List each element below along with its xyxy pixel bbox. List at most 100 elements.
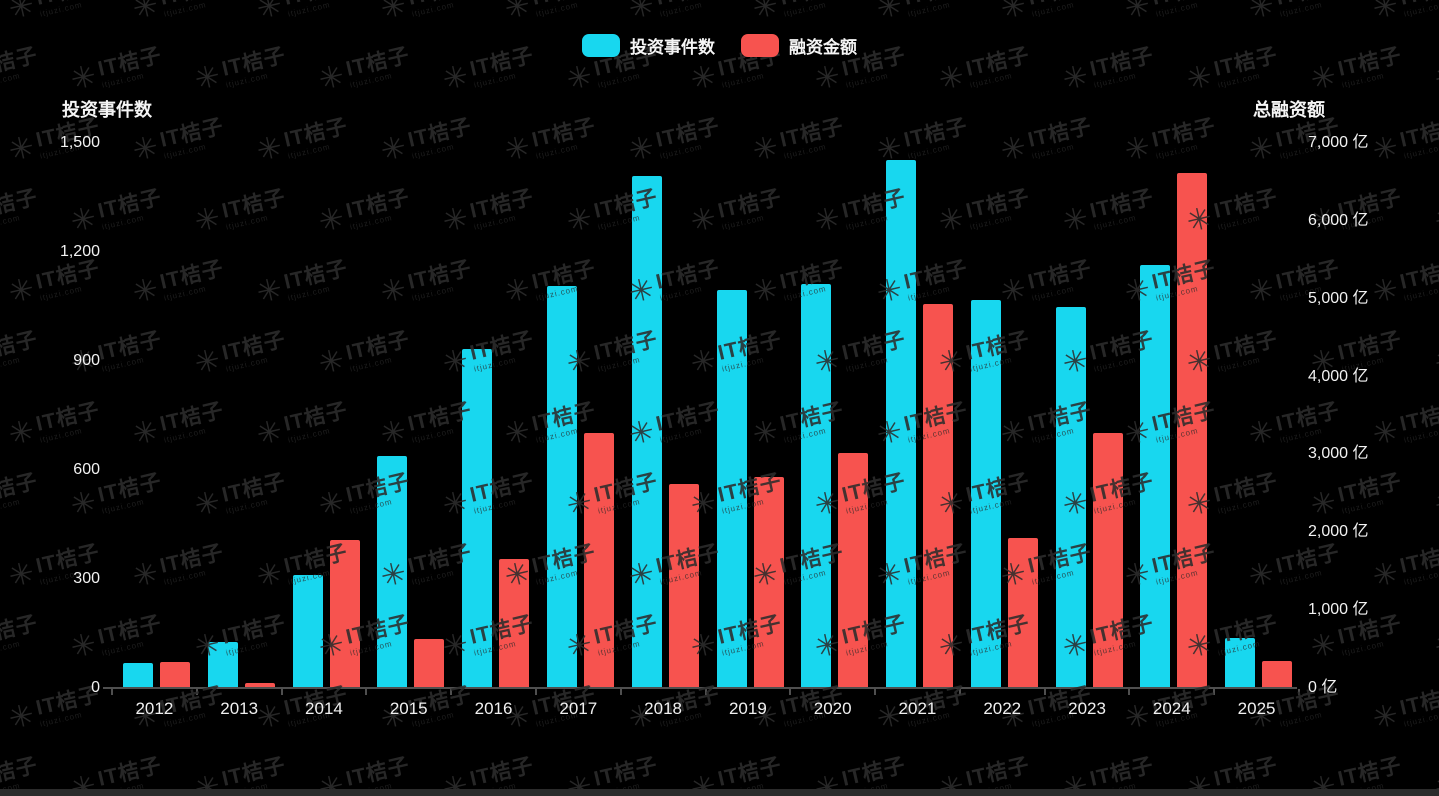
bar-funding-2024[interactable] (1177, 172, 1208, 688)
bar-events-2018[interactable] (631, 175, 662, 688)
watermark-subtext: itjuzi.com (597, 71, 642, 90)
watermark-text: IT桔子 (1397, 256, 1439, 294)
flower-icon: ✳ (687, 58, 720, 97)
x-axis-label-2012: 2012 (135, 699, 174, 718)
right-axis-tick-label: 5,000 亿 (1308, 289, 1369, 307)
watermark-subtext: itjuzi.com (0, 71, 22, 90)
right-axis-tick-label: 3,000 亿 (1308, 445, 1369, 463)
watermark-text: IT桔子 (778, 0, 846, 10)
bar-funding-2016[interactable] (499, 558, 530, 688)
watermark-text: IT桔子 (467, 753, 537, 791)
watermark-subtext: itjuzi.com (1341, 497, 1386, 516)
bar-events-2012[interactable] (123, 662, 153, 688)
bar-funding-2021[interactable] (923, 304, 954, 688)
flower-icon: ✳ (253, 0, 286, 26)
watermark-text: IT桔子 (1397, 398, 1439, 436)
x-axis-label-2017: 2017 (559, 699, 598, 718)
bar-funding-2012[interactable] (160, 661, 190, 688)
flower-icon: ✳ (1431, 200, 1439, 239)
bar-events-2022[interactable] (970, 300, 1001, 688)
bar-funding-2022[interactable] (1007, 537, 1038, 688)
watermark-subtext: itjuzi.com (1217, 71, 1262, 90)
bar-funding-2023[interactable] (1092, 433, 1123, 688)
bar-funding-2019[interactable] (753, 476, 784, 688)
bottom-edge (0, 789, 1439, 796)
flower-icon: ✳ (377, 0, 410, 26)
watermark-text: IT桔子 (406, 0, 474, 10)
bar-events-2021[interactable] (886, 160, 917, 688)
flower-icon: ✳ (67, 58, 100, 97)
bar-funding-2020[interactable] (838, 452, 869, 688)
bar-funding-2017[interactable] (583, 433, 614, 688)
watermark-subtext: itjuzi.com (1341, 639, 1386, 658)
flower-icon: ✳ (625, 0, 658, 26)
bar-events-2023[interactable] (1055, 307, 1086, 688)
bar-funding-2013[interactable] (244, 682, 275, 688)
bar-funding-2015[interactable] (414, 638, 445, 688)
x-axis-tick-mark (958, 689, 961, 695)
left-axis-title: 投资事件数 (62, 100, 152, 120)
x-axis-label-2021: 2021 (898, 699, 937, 718)
watermark-subtext: itjuzi.com (1155, 0, 1200, 19)
x-axis-tick-mark (534, 689, 537, 695)
flower-icon: ✳ (5, 697, 38, 736)
x-axis-label-2022: 2022 (983, 699, 1022, 718)
left-axis-tick-label: 900 (73, 352, 100, 369)
bar-funding-2025[interactable] (1262, 660, 1293, 688)
watermark-text: IT桔子 (1397, 682, 1439, 720)
bar-funding-2018[interactable] (668, 483, 699, 688)
watermark-subtext: itjuzi.com (411, 0, 456, 19)
watermark-subtext: itjuzi.com (287, 0, 332, 19)
bar-events-2015[interactable] (377, 456, 408, 688)
bar-events-2013[interactable] (207, 641, 238, 688)
bar-events-2020[interactable] (801, 284, 832, 688)
right-axis-tick-label: 2,000 亿 (1308, 523, 1369, 541)
flower-icon: ✳ (1431, 342, 1439, 381)
bar-events-2014[interactable] (292, 575, 323, 688)
right-axis-tick-label: 1,000 亿 (1308, 601, 1369, 619)
bar-events-2016[interactable] (462, 349, 493, 688)
watermark-text: IT桔子 (33, 398, 103, 436)
flower-icon: ✳ (1307, 484, 1340, 523)
legend-swatch-events (582, 34, 620, 57)
legend-item-events[interactable]: 投资事件数 (582, 33, 715, 58)
watermark-subtext: itjuzi.com (721, 71, 766, 90)
watermark-text: IT桔子 (963, 753, 1033, 791)
x-axis-tick-mark (874, 689, 877, 695)
flower-icon: ✳ (749, 0, 782, 26)
watermark-subtext: itjuzi.com (783, 0, 828, 19)
watermark-subtext: itjuzi.com (349, 71, 394, 90)
watermark-subtext: itjuzi.com (163, 0, 208, 19)
watermark-text: IT桔子 (1274, 0, 1342, 10)
flower-icon: ✳ (1369, 413, 1402, 452)
left-axis-tick-label: 1,200 (59, 243, 100, 260)
bar-funding-2014[interactable] (329, 539, 360, 688)
x-axis-tick-mark (1043, 689, 1046, 695)
chart-legend: 投资事件数 融资金额 (0, 33, 1439, 58)
bar-events-2025[interactable] (1225, 637, 1256, 688)
watermark-subtext: itjuzi.com (1279, 0, 1324, 19)
flower-icon: ✳ (5, 271, 38, 310)
flower-icon: ✳ (5, 413, 38, 452)
legend-item-funding[interactable]: 融资金额 (741, 33, 857, 58)
watermark-text: IT桔子 (1397, 114, 1439, 152)
legend-label-events: 投资事件数 (630, 38, 715, 57)
bar-events-2017[interactable] (546, 286, 577, 688)
x-axis-tick-mark (789, 689, 792, 695)
flower-icon: ✳ (1369, 555, 1402, 594)
bar-events-2024[interactable] (1140, 265, 1171, 688)
bar-events-2019[interactable] (716, 290, 747, 688)
watermark-subtext: itjuzi.com (0, 497, 22, 516)
watermark-subtext: itjuzi.com (0, 213, 22, 232)
watermark-text: IT桔子 (902, 0, 970, 10)
watermark-subtext: itjuzi.com (535, 0, 580, 19)
